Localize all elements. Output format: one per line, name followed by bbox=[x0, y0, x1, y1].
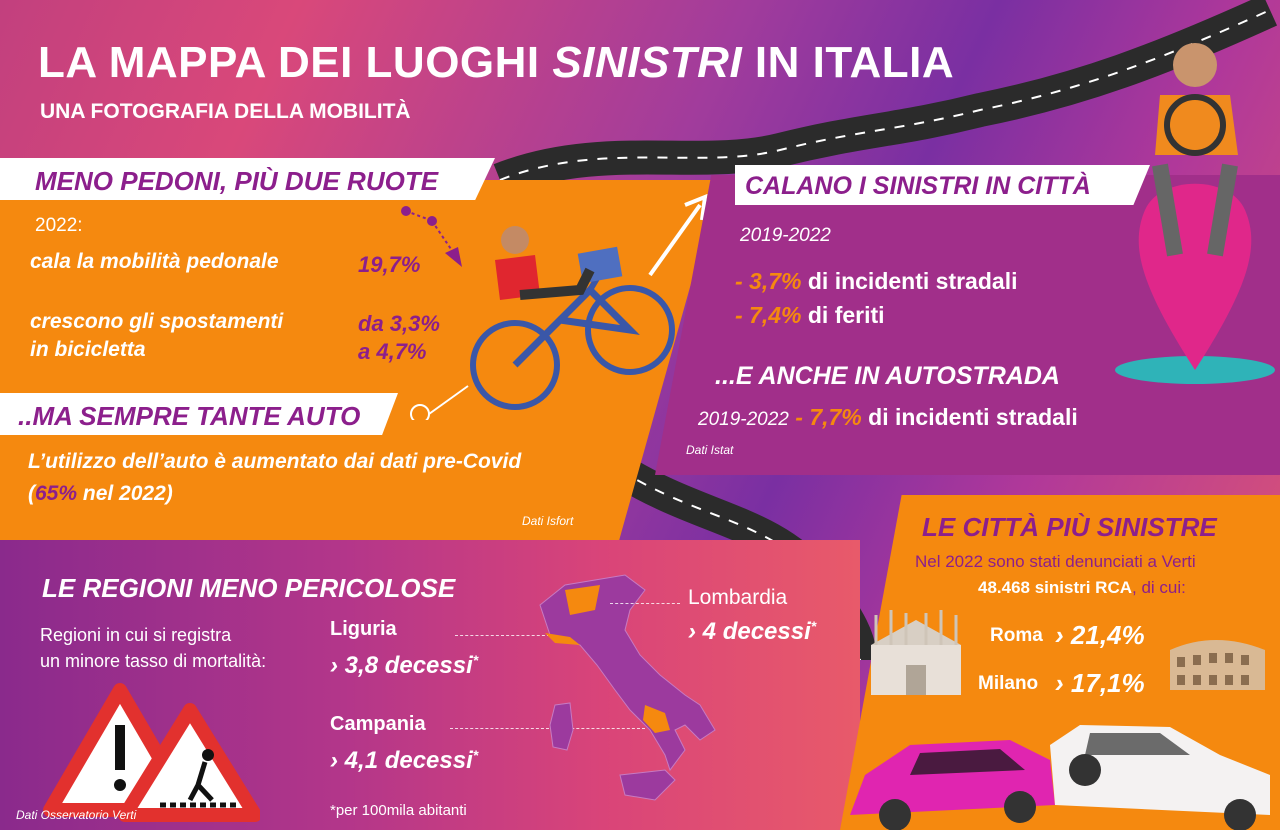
pedoni-year: 2022: bbox=[35, 215, 83, 236]
citta-stat1: - 3,7% di incidenti stradali bbox=[735, 268, 1017, 295]
pedoni-heading-box: MENO PEDONI, PIÙ DUE RUOTE bbox=[0, 158, 495, 200]
italy-map bbox=[539, 574, 716, 801]
regioni-desc: Regioni in cui si registra un minore tas… bbox=[40, 622, 266, 674]
roma-percent: 21,4% bbox=[1070, 620, 1145, 650]
regioni-desc-line1: Regioni in cui si registra bbox=[40, 625, 232, 645]
arrow-up-icon bbox=[648, 193, 708, 277]
citta-heading: CALANO I SINISTRI IN CITTÀ bbox=[745, 172, 1091, 200]
lombardia-value: › 4 decessi* bbox=[688, 618, 816, 646]
regioni-heading: LE REGIONI MENO PERICOLOSE bbox=[42, 573, 456, 603]
liguria-decessi: 3,8 decessi bbox=[344, 652, 473, 679]
colosseum-illustration bbox=[1170, 640, 1265, 690]
auto-line2-open: ( bbox=[28, 482, 35, 505]
campania-decessi: 4,1 decessi bbox=[344, 747, 473, 774]
sinistre-intro-rest: , di cui: bbox=[1132, 578, 1186, 597]
liguria-connector bbox=[455, 635, 550, 636]
highway-stat: 2019-2022 - 7,7% di incidenti stradali bbox=[698, 404, 1078, 431]
milano-percent: 17,1% bbox=[1070, 668, 1145, 698]
citta-stat1-value: - 3,7% bbox=[735, 268, 802, 294]
road-signs-illustration bbox=[43, 683, 260, 822]
sinistre-count: 48.468 sinistri RCA bbox=[978, 578, 1133, 597]
pedoni-heading: MENO PEDONI, PIÙ DUE RUOTE bbox=[35, 166, 439, 196]
sardinia bbox=[549, 702, 574, 751]
cyclist-illustration bbox=[470, 226, 675, 410]
campania-region bbox=[643, 705, 670, 733]
dotted-arrow-icon bbox=[401, 206, 462, 267]
highway-period: 2019-2022 bbox=[698, 409, 789, 430]
auto-line2: (65% nel 2022) bbox=[28, 482, 173, 506]
highway-value: - 7,7% bbox=[795, 404, 862, 430]
pedoni-row2-value-line1: da 3,3% bbox=[358, 311, 440, 336]
page-title: LA MAPPA DEI LUOGHI SINISTRI IN ITALIA bbox=[38, 38, 954, 88]
pedoni-row2-label: crescono gli spostamenti in bicicletta bbox=[30, 308, 283, 364]
campania-name: Campania bbox=[330, 713, 426, 735]
citta-stat2-value: - 7,4% bbox=[735, 302, 802, 328]
liguria-region bbox=[545, 633, 580, 645]
liguria-name: Liguria bbox=[330, 618, 397, 640]
lombardia-star: * bbox=[810, 618, 817, 634]
chevron-right-icon: › bbox=[330, 747, 338, 774]
regioni-source: Dati Osservatorio Verti bbox=[16, 808, 137, 822]
pedoni-row1-label: cala la mobilità pedonale bbox=[30, 250, 279, 273]
citta-heading-box: CALANO I SINISTRI IN CITTÀ bbox=[735, 165, 1150, 205]
pedoni-row1-value: 19,7% bbox=[358, 252, 421, 277]
auto-value: 65% bbox=[35, 482, 78, 505]
liguria-value: › 3,8 decessi* bbox=[330, 652, 478, 680]
connector-line bbox=[410, 385, 469, 420]
lombardia-name: Lombardia bbox=[688, 586, 788, 609]
chevron-right-icon: › bbox=[1055, 620, 1064, 650]
pedestrian-sign-icon bbox=[118, 703, 260, 822]
pedoni-row2-label-line2: in bicicletta bbox=[30, 338, 146, 361]
lombardia-connector bbox=[610, 603, 680, 604]
roma-value: › 21,4% bbox=[1055, 620, 1145, 651]
sinistre-intro-l2: 48.468 sinistri RCA, di cui: bbox=[978, 578, 1186, 598]
auto-line1: L’utilizzo dell’auto è aumentato dai dat… bbox=[28, 450, 522, 473]
citta-stat1-label: di incidenti stradali bbox=[801, 268, 1018, 294]
sinistre-heading: LE CITTÀ PIÙ SINISTRE bbox=[922, 512, 1217, 542]
duomo-illustration bbox=[871, 610, 961, 695]
roma-name: Roma bbox=[990, 625, 1043, 646]
cars-illustration bbox=[850, 725, 1270, 830]
milano-value: › 17,1% bbox=[1055, 668, 1145, 699]
title-italic: SINISTRI bbox=[552, 38, 743, 87]
auto-line2-rest: nel 2022) bbox=[77, 482, 173, 505]
milano-name: Milano bbox=[978, 673, 1039, 694]
citta-stat2: - 7,4% di feriti bbox=[735, 302, 885, 329]
chevron-right-icon: › bbox=[1055, 668, 1064, 698]
regioni-desc-line2: un minore tasso di mortalità: bbox=[40, 651, 267, 671]
pedoni-row2-value-line2: a 4,7% bbox=[358, 339, 427, 364]
title-text-end: IN ITALIA bbox=[742, 38, 955, 87]
citta-source: Dati Istat bbox=[686, 443, 734, 457]
citta-period: 2019-2022 bbox=[740, 225, 831, 246]
pedoni-row2-value: da 3,3% a 4,7% bbox=[358, 310, 440, 366]
page-subtitle: UNA FOTOGRAFIA DELLA MOBILITÀ bbox=[40, 100, 411, 123]
campania-value: › 4,1 decessi* bbox=[330, 747, 478, 775]
highway-heading: ...E ANCHE IN AUTOSTRADA bbox=[715, 362, 1060, 390]
sicily bbox=[619, 769, 676, 801]
citta-stat2-label: di feriti bbox=[801, 302, 885, 328]
campania-star: * bbox=[472, 747, 479, 763]
lombardia-decessi: 4 decessi bbox=[702, 618, 811, 645]
highway-label: di incidenti stradali bbox=[861, 404, 1078, 430]
campania-connector bbox=[450, 728, 645, 729]
pedoni-row2-label-line1: crescono gli spostamenti bbox=[30, 310, 284, 333]
title-text: LA MAPPA DEI LUOGHI bbox=[38, 38, 553, 87]
liguria-star: * bbox=[472, 652, 479, 668]
lombardia-region bbox=[565, 585, 600, 615]
footnote: *per 100mila abitanti bbox=[330, 802, 467, 819]
italy-mainland bbox=[539, 574, 716, 772]
auto-heading-box: ..MA SEMPRE TANTE AUTO bbox=[0, 393, 398, 435]
pin-man-illustration bbox=[1115, 43, 1275, 384]
sinistre-intro-l1: Nel 2022 sono stati denunciati a Verti bbox=[915, 552, 1196, 571]
chevron-right-icon: › bbox=[330, 652, 338, 679]
chevron-right-icon: › bbox=[688, 618, 696, 645]
auto-heading: ..MA SEMPRE TANTE AUTO bbox=[18, 401, 361, 431]
auto-source: Dati Isfort bbox=[522, 514, 574, 528]
